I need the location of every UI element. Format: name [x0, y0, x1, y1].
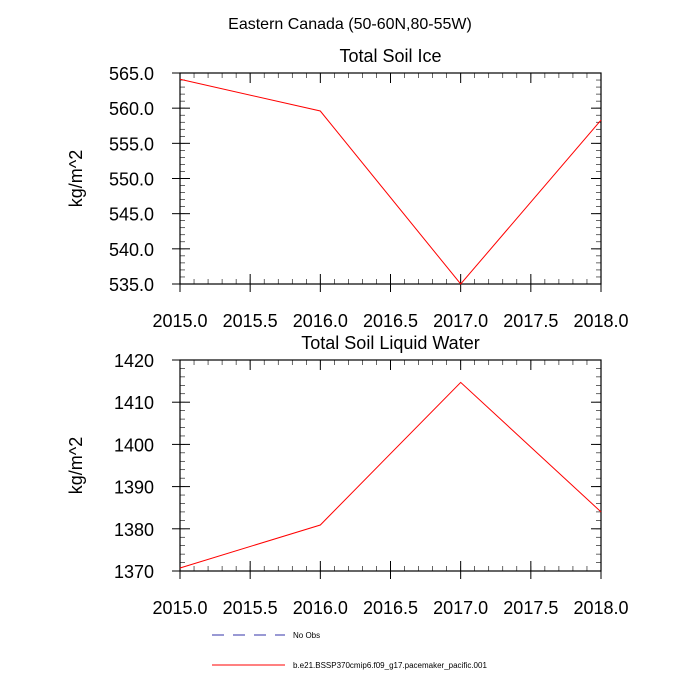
- x-tick-label: 2016.5: [363, 311, 418, 331]
- x-tick-label: 2017.0: [433, 598, 488, 618]
- y-tick-label: 560.0: [109, 99, 154, 119]
- y-axis-label: kg/m^2: [66, 437, 86, 494]
- x-tick-label: 2015.0: [152, 598, 207, 618]
- x-tick-label: 2017.5: [503, 311, 558, 331]
- y-tick-label: 535.0: [109, 275, 154, 295]
- x-tick-label: 2015.0: [152, 311, 207, 331]
- x-tick-label: 2016.5: [363, 598, 418, 618]
- plot-frame: [179, 359, 602, 572]
- x-tick-label: 2016.0: [293, 311, 348, 331]
- x-tick-label: 2015.5: [223, 311, 278, 331]
- plot-frame: [179, 72, 602, 285]
- y-tick-label: 1390: [114, 478, 154, 498]
- y-tick-label: 1370: [114, 562, 154, 582]
- y-tick-label: 1420: [114, 351, 154, 371]
- panel-title: Total Soil Ice: [339, 46, 441, 66]
- panel-title: Total Soil Liquid Water: [301, 333, 479, 353]
- x-tick-label: 2015.5: [223, 598, 278, 618]
- x-tick-label: 2017.0: [433, 311, 488, 331]
- x-tick-label: 2018.0: [573, 598, 628, 618]
- y-tick-label: 540.0: [109, 240, 154, 260]
- series-line: [179, 381, 602, 569]
- y-tick-label: 1410: [114, 393, 154, 413]
- x-tick-label: 2016.0: [293, 598, 348, 618]
- y-axis-label: kg/m^2: [66, 150, 86, 207]
- figure-title: Eastern Canada (50-60N,80-55W): [228, 16, 472, 33]
- y-tick-label: 550.0: [109, 170, 154, 190]
- y-tick-label: 555.0: [109, 134, 154, 154]
- x-tick-label: 2017.5: [503, 598, 558, 618]
- panel-1: Total Soil Ice kg/m^2 2015.0 2015.5 2016.0 20…: [66, 46, 629, 331]
- y-tick-label: 545.0: [109, 205, 154, 225]
- legend: No Obs b.e21.BSSP370cmip6.f09_g17.pacema…: [212, 631, 487, 670]
- panel-2: Total Soil Liquid Water kg/m^2 2015.0 2015.…: [66, 333, 629, 618]
- y-tick-label: 565.0: [109, 64, 154, 84]
- x-tick-label: 2018.0: [573, 311, 628, 331]
- y-tick-label: 1380: [114, 520, 154, 540]
- y-tick-label: 1400: [114, 435, 154, 455]
- legend-no-obs-label: No Obs: [293, 631, 320, 640]
- legend-model-label: b.e21.BSSP370cmip6.f09_g17.pacemaker_pac…: [293, 661, 487, 670]
- series-line: [179, 78, 602, 285]
